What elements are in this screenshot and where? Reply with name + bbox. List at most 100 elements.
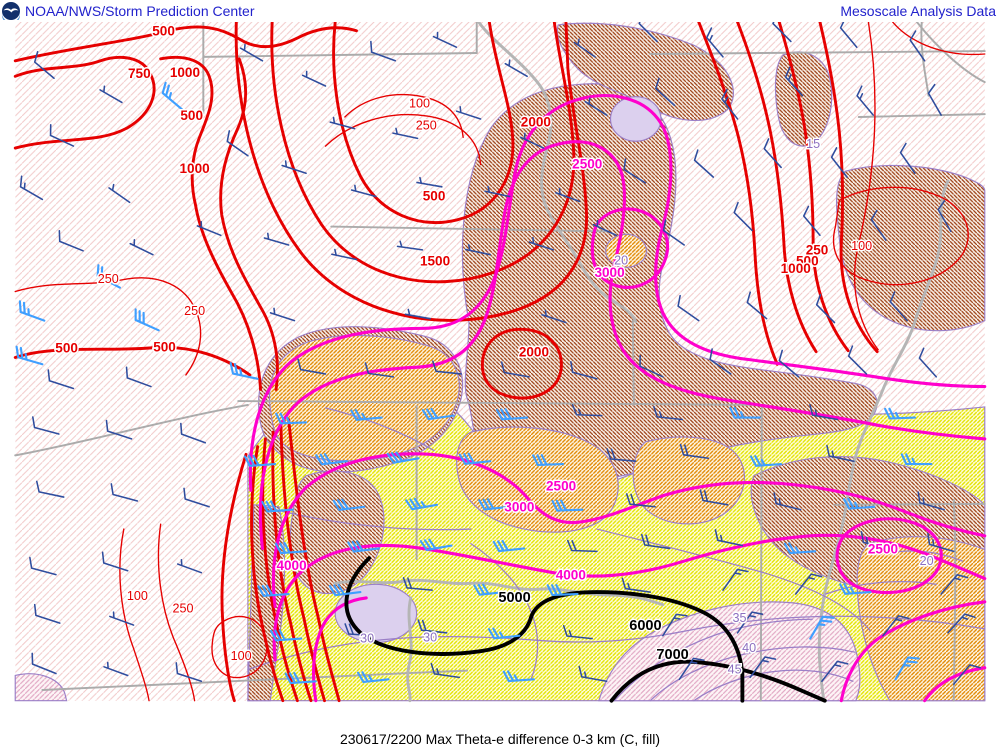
contour-label: 2500 <box>572 156 602 171</box>
contour-label: 100 <box>851 239 872 253</box>
wind-barb <box>417 619 448 634</box>
wind-barb <box>749 455 783 467</box>
wind-barb <box>432 31 458 48</box>
wind-barb <box>196 220 222 237</box>
contour-line <box>324 407 435 452</box>
wind-barb <box>566 539 598 553</box>
wind-barb <box>504 59 528 78</box>
wind-barb <box>947 613 976 634</box>
contour-line <box>344 556 745 703</box>
wind-barb <box>134 308 160 332</box>
wind-barb <box>239 43 264 62</box>
mesoanalysis-link[interactable]: Mesoscale Analysis Data <box>840 3 996 19</box>
map-caption: 230617/2200 Max Theta-e difference 0-3 k… <box>0 727 1000 755</box>
noaa-logo[interactable] <box>2 2 20 20</box>
contour-label: 100 <box>231 649 252 663</box>
river <box>406 596 413 703</box>
wind-barb <box>392 127 419 140</box>
wind-barb <box>927 83 942 116</box>
contour-label: 250 <box>806 243 829 258</box>
contour-line <box>272 533 987 662</box>
wind-barb <box>275 412 308 425</box>
contour-label: 3000 <box>594 265 624 280</box>
contour-line <box>271 452 987 609</box>
wind-barb <box>937 200 952 233</box>
contour-label: 30 <box>423 631 437 645</box>
wind-barb <box>495 408 529 421</box>
wind-barb <box>653 405 684 421</box>
contour-label: 7000 <box>656 647 688 663</box>
contour-label: 100 <box>409 96 430 110</box>
state-border <box>920 21 930 97</box>
wind-barb <box>749 656 777 679</box>
contour-label: 500 <box>796 253 819 268</box>
wind-barb <box>900 453 933 466</box>
wind-barb <box>746 291 768 320</box>
wind-barb <box>32 416 60 435</box>
wind-barb <box>809 403 839 421</box>
wind-barb <box>606 448 637 462</box>
contour-line <box>234 20 588 322</box>
wind-barb <box>430 662 461 679</box>
wind-barb <box>229 362 259 380</box>
wind-barb <box>860 531 889 550</box>
contour-label: 3000 <box>504 500 534 515</box>
wind-barb <box>894 656 920 681</box>
wind-barb <box>815 293 836 324</box>
wind-barb <box>528 236 555 251</box>
wind-barb <box>492 539 526 553</box>
contour-line <box>119 528 150 702</box>
wind-barb <box>226 130 249 157</box>
wind-barb <box>105 419 133 440</box>
wind-barb <box>396 240 424 251</box>
contour-line <box>596 528 871 632</box>
wind-barb <box>350 184 377 198</box>
wind-barb <box>33 50 55 80</box>
contour-line <box>211 615 268 679</box>
spc-home-link[interactable]: NOAA/NWS/Storm Prediction Center <box>25 3 255 19</box>
wind-barb <box>284 671 317 685</box>
wind-barb <box>269 307 296 322</box>
wind-barb <box>176 559 203 574</box>
wind-barb <box>502 670 535 683</box>
page-header: NOAA/NWS/Storm Prediction Center Mesosca… <box>0 0 1000 22</box>
contour-label: 1000 <box>180 161 210 176</box>
wind-barb <box>592 219 618 237</box>
wind-barb <box>783 542 817 555</box>
fill-region <box>556 22 734 121</box>
contour-line <box>853 21 879 351</box>
wind-barb <box>889 291 908 322</box>
wind-barb <box>722 568 749 591</box>
wind-barb <box>274 542 308 555</box>
fill-region <box>456 426 619 533</box>
wind-barb <box>386 451 420 464</box>
contour-line <box>13 25 358 63</box>
contour-line <box>777 20 850 353</box>
contour-label: 5000 <box>498 590 530 606</box>
wind-barb <box>847 345 868 375</box>
wind-barb <box>257 584 290 597</box>
wind-barb <box>733 201 753 232</box>
contour-label: 100 <box>127 589 148 603</box>
contour-line <box>891 21 986 56</box>
wind-barb <box>297 358 327 375</box>
wind-barb <box>821 660 849 683</box>
wind-barb <box>625 493 656 508</box>
wind-barb <box>281 160 307 175</box>
wind-barb <box>243 454 277 467</box>
wind-barb <box>532 454 565 467</box>
contour-label: 35 <box>732 611 746 625</box>
contour-line <box>839 600 987 703</box>
wind-barb <box>662 613 688 637</box>
contour-line <box>220 452 248 703</box>
contour-line <box>923 666 987 703</box>
contour-label: 250 <box>416 119 437 133</box>
wind-barb <box>432 360 462 375</box>
wind-barb <box>773 492 802 511</box>
contour-line <box>14 277 202 376</box>
wind-barb <box>331 248 358 261</box>
wind-barb <box>679 443 710 460</box>
wind-barb <box>721 88 739 120</box>
